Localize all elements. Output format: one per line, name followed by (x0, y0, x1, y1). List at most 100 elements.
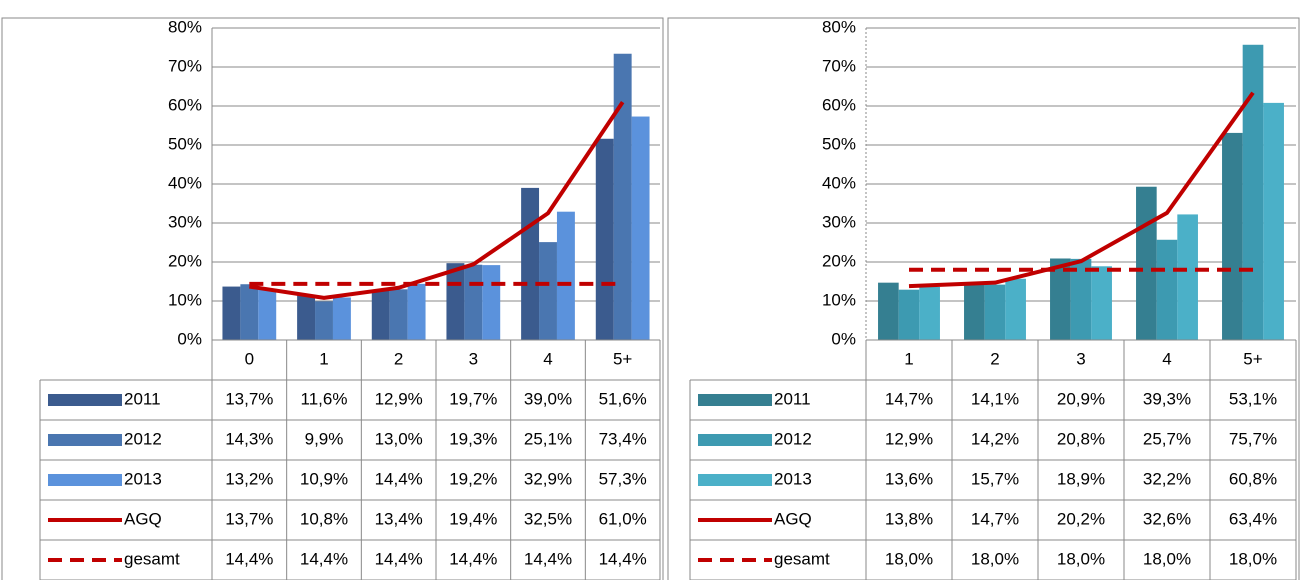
table-value: 14,4% (375, 469, 423, 488)
bar (539, 242, 557, 340)
legend-swatch (48, 474, 122, 486)
bar (631, 116, 650, 340)
table-value: 10,9% (300, 469, 348, 488)
bar (222, 286, 241, 340)
bar (464, 264, 483, 340)
bar (613, 53, 632, 341)
table-value: 20,2% (1057, 509, 1105, 528)
table-value: 14,1% (971, 389, 1019, 408)
table-value: 14,4% (524, 549, 572, 568)
table-value: 14,4% (599, 549, 647, 568)
bar (1242, 44, 1264, 341)
chart-frame (667, 17, 1300, 580)
legend-label: 2012 (774, 429, 812, 448)
legend-swatch (48, 434, 122, 446)
table-value: 13,2% (225, 469, 273, 488)
table-value: 19,4% (449, 509, 497, 528)
table-value: 18,9% (1057, 469, 1105, 488)
bar (919, 286, 940, 340)
table-value: 73,4% (599, 429, 647, 448)
y-tick-label: 70% (822, 56, 856, 75)
legend-label: AGQ (774, 509, 812, 528)
bar (1222, 132, 1243, 340)
y-tick-label: 60% (168, 95, 202, 114)
table-value: 12,9% (375, 389, 423, 408)
bar (1050, 258, 1071, 340)
x-tick-label: 4 (543, 349, 552, 368)
table-value: 51,6% (599, 389, 647, 408)
x-tick-label: 5+ (613, 349, 632, 368)
table-value: 13,8% (885, 509, 933, 528)
table-value: 15,7% (971, 469, 1019, 488)
bar (258, 288, 277, 340)
table-value: 32,6% (1143, 509, 1191, 528)
bar (878, 282, 899, 340)
bar (964, 285, 985, 340)
bar (1156, 239, 1178, 340)
y-tick-label: 0% (177, 329, 202, 348)
y-tick-label: 80% (168, 17, 202, 36)
bar (1136, 186, 1157, 340)
bar (595, 138, 614, 340)
table-value: 14,4% (449, 549, 497, 568)
table-value: 25,7% (1143, 429, 1191, 448)
bar (1091, 266, 1112, 340)
y-tick-label: 20% (822, 251, 856, 270)
bar (521, 187, 540, 340)
bar (898, 289, 920, 340)
table-value: 53,1% (1229, 389, 1277, 408)
table-value: 39,3% (1143, 389, 1191, 408)
table-value: 12,9% (885, 429, 933, 448)
legend-label: gesamt (774, 549, 830, 568)
line (908, 91, 1255, 289)
bar (389, 289, 408, 340)
x-tick-label: 3 (1076, 349, 1085, 368)
legend-swatch (698, 394, 772, 406)
y-tick-label: 50% (168, 134, 202, 153)
table-value: 13,7% (225, 389, 273, 408)
table-value: 63,4% (1229, 509, 1277, 528)
bar (315, 301, 333, 340)
table-value: 13,4% (375, 509, 423, 528)
table-value: 14,4% (375, 549, 423, 568)
legend-label: 2013 (774, 469, 812, 488)
table-value: 14,7% (885, 389, 933, 408)
y-tick-label: 70% (168, 56, 202, 75)
table-value: 19,7% (449, 389, 497, 408)
table-value: 32,5% (524, 509, 572, 528)
x-tick-label: 4 (1162, 349, 1171, 368)
bar (1177, 214, 1198, 340)
table-value: 60,8% (1229, 469, 1277, 488)
x-tick-label: 0 (245, 349, 254, 368)
table-value: 9,9% (305, 429, 344, 448)
bar (332, 297, 351, 340)
x-tick-label: 1 (319, 349, 328, 368)
x-tick-label: 3 (469, 349, 478, 368)
table-value: 18,0% (1143, 549, 1191, 568)
table-value: 32,2% (1143, 469, 1191, 488)
bar (297, 294, 316, 340)
bar (407, 283, 426, 340)
bar (240, 284, 259, 340)
table-value: 18,0% (1057, 549, 1105, 568)
table-value: 14,7% (971, 509, 1019, 528)
bar (984, 284, 1006, 340)
bar (371, 289, 390, 340)
legend-label: AGQ (124, 509, 162, 528)
y-tick-label: 0% (831, 329, 856, 348)
table-value: 75,7% (1229, 429, 1277, 448)
x-tick-label: 2 (394, 349, 403, 368)
bar (446, 263, 465, 340)
y-tick-label: 40% (168, 173, 202, 192)
y-tick-label: 50% (822, 134, 856, 153)
table-value: 14,4% (225, 549, 273, 568)
table-value: 14,3% (225, 429, 273, 448)
legend-label: 2011 (124, 389, 161, 408)
y-tick-label: 20% (168, 251, 202, 270)
table-value: 57,3% (599, 469, 647, 488)
table-value: 20,9% (1057, 389, 1105, 408)
y-tick-label: 40% (822, 173, 856, 192)
bar (1263, 102, 1284, 340)
bar (1070, 258, 1092, 340)
